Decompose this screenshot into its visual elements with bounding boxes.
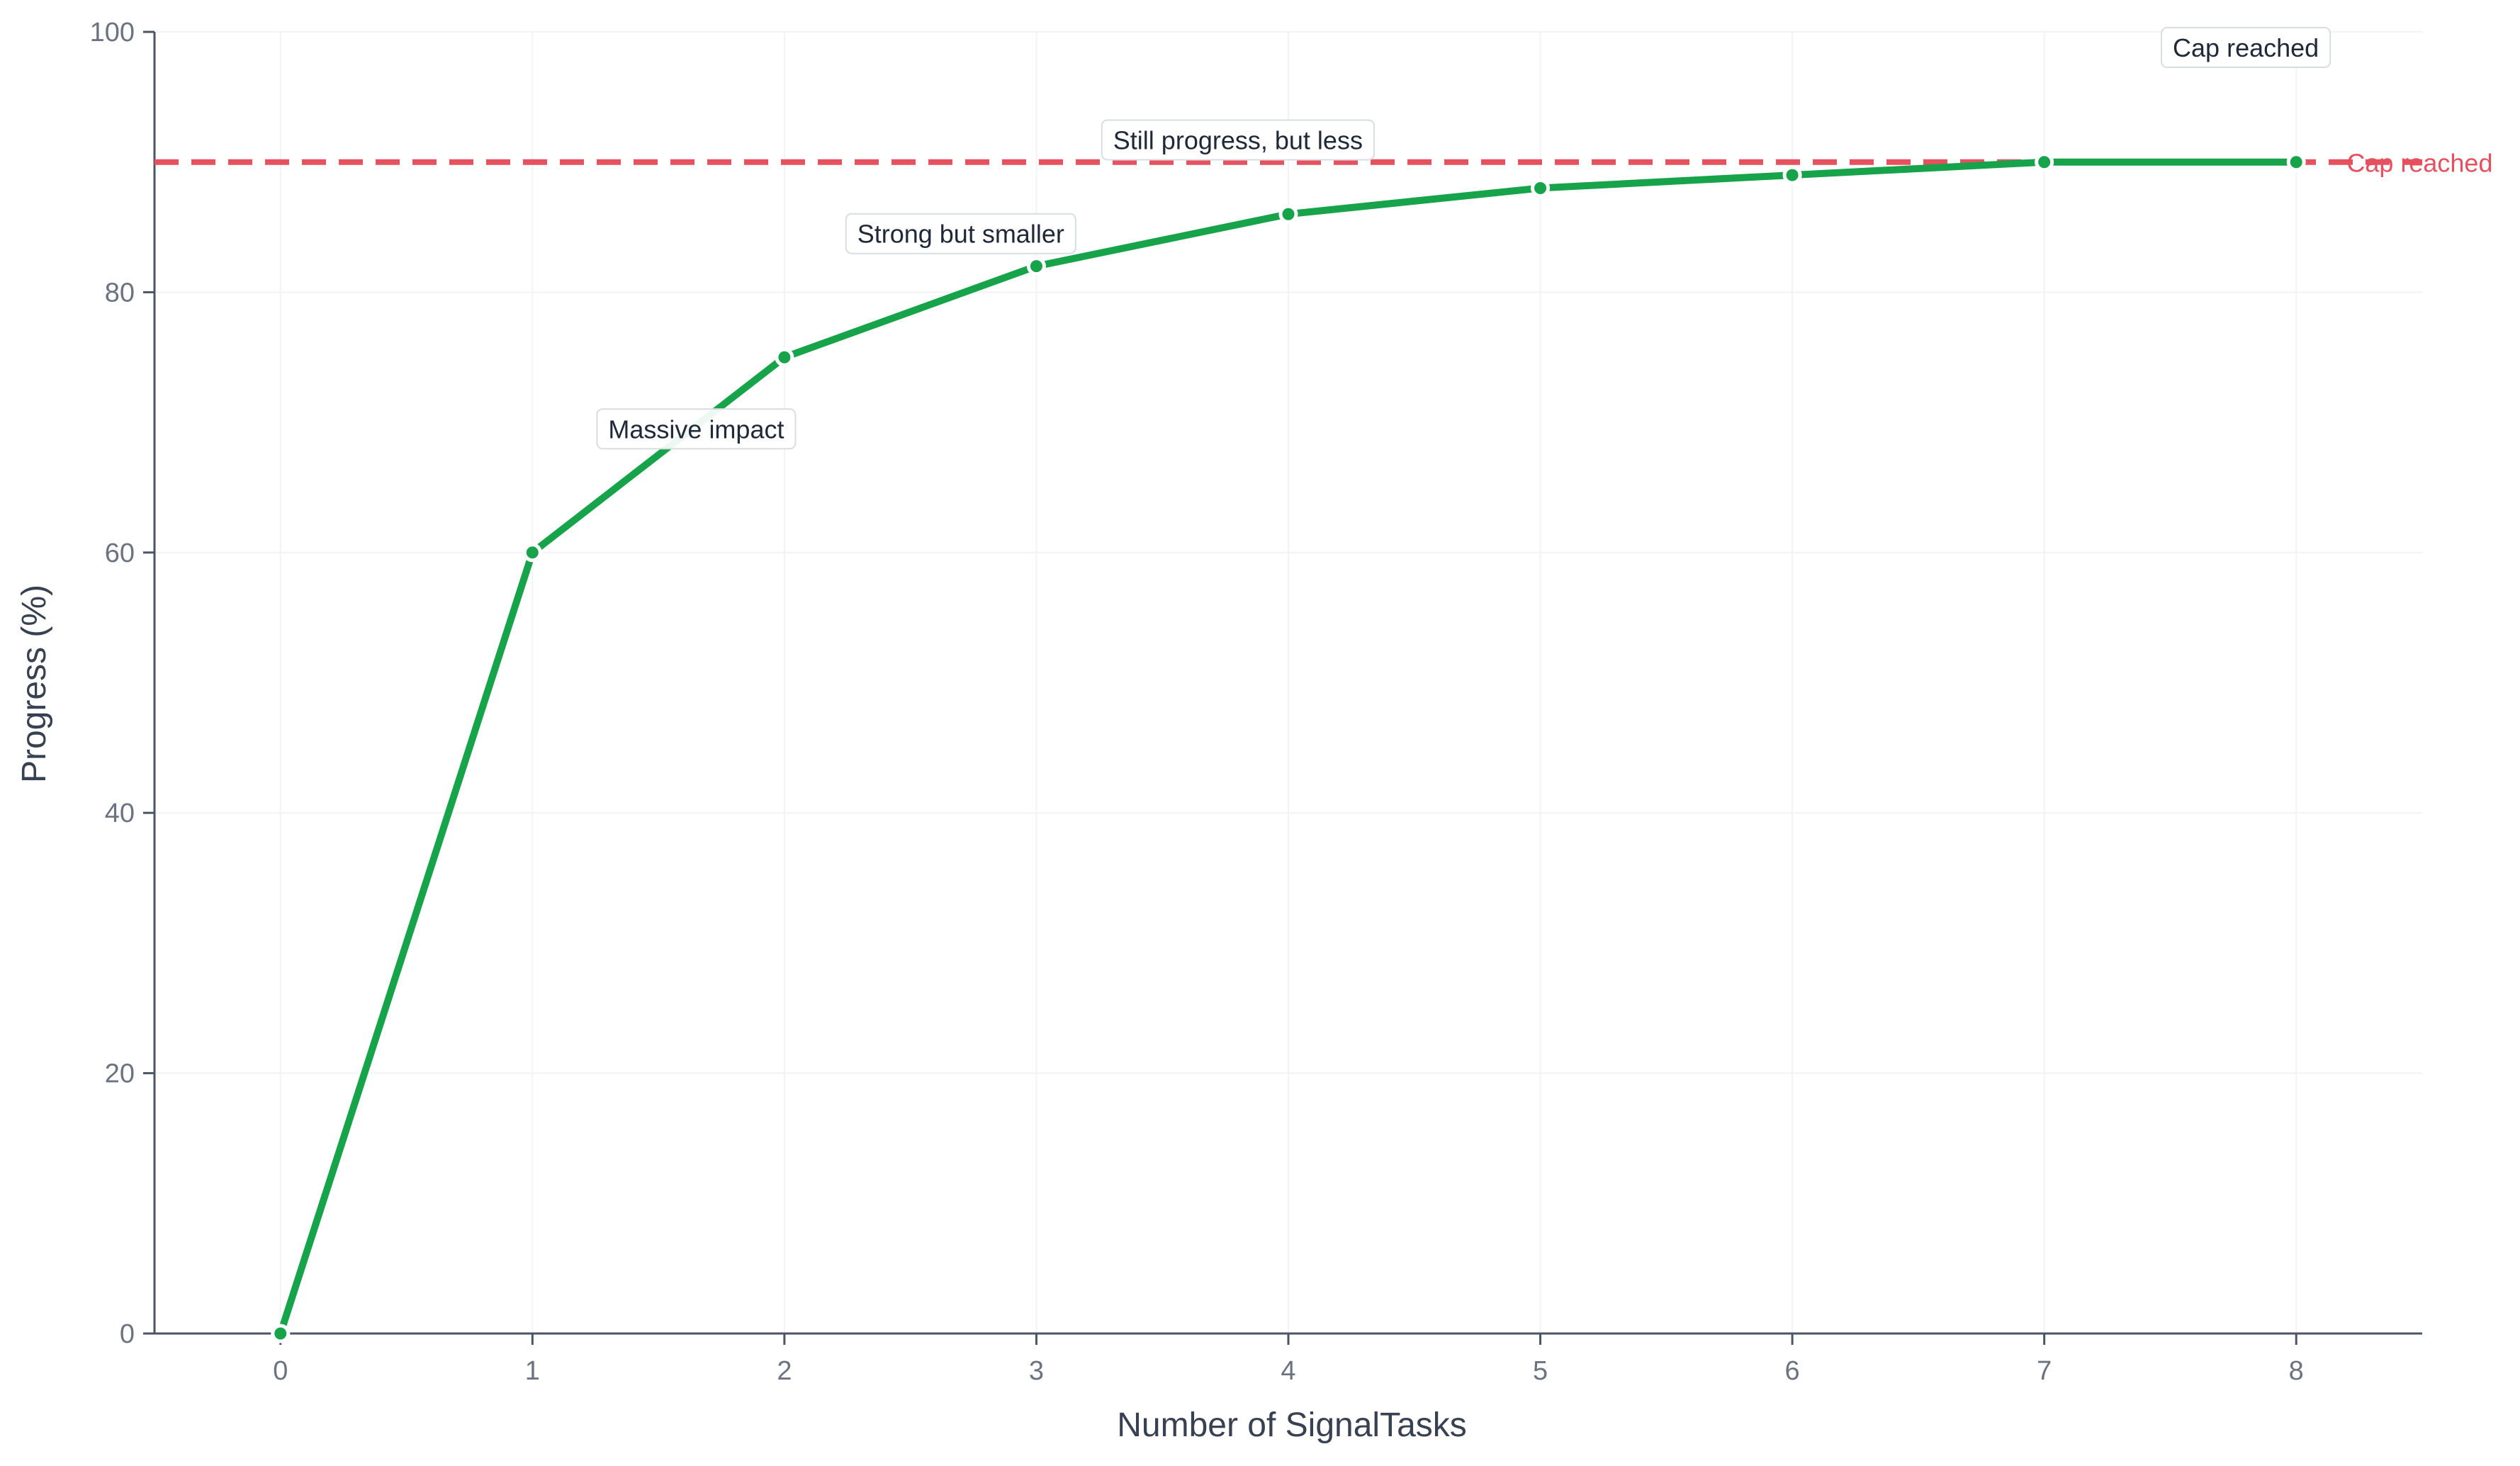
annotation-text: Cap reached [2173,33,2319,62]
x-tick-label: 2 [777,1356,792,1386]
data-point [775,347,794,367]
data-point [2035,152,2054,172]
annotation-box [1101,119,1375,161]
data-point [1782,165,1802,185]
x-axis-label: Number of SignalTasks [1117,1406,1467,1444]
x-tick-label: 1 [525,1356,540,1386]
grid [154,31,2422,1334]
y-tick-label: 80 [105,278,135,308]
annotation-box [596,408,797,450]
y-tick-label: 20 [105,1059,135,1089]
annotation-box [845,213,1076,254]
x-tick-label: 3 [1029,1356,1044,1386]
annotation: Massive impact [596,408,797,450]
x-tick-label: 0 [273,1356,288,1386]
data-point [1026,256,1046,276]
y-tick-label: 100 [90,18,135,47]
y-tick-label: 0 [120,1319,135,1349]
x-tick-label: 7 [2037,1356,2052,1386]
x-tick-label: 8 [2289,1356,2304,1386]
data-point [522,543,542,563]
annotations-group: Massive impact Strong but smaller Still pr… [596,27,2331,450]
y-tick-label: 40 [105,799,135,828]
annotation-text: Massive impact [608,415,784,444]
data-point [271,1324,291,1343]
annotation-box [2161,27,2331,69]
annotation: Cap reached [2161,27,2331,69]
x-tick-label: 5 [1533,1356,1548,1386]
data-point [1278,204,1298,224]
series-group [271,152,2306,1343]
annotation: Strong but smaller [845,213,1076,254]
data-point [1531,178,1551,198]
annotation-text: Strong but smaller [857,220,1064,249]
annotation: Still progress, but less [1101,119,1375,161]
data-point [2286,152,2306,172]
reference-line-label: Cap reached [2346,149,2492,178]
x-tick-label: 4 [1281,1356,1295,1386]
annotation-text: Still progress, but less [1113,125,1363,154]
y-axis-label: Progress (%) [16,585,53,783]
y-tick-label: 60 [105,539,135,568]
x-tick-label: 6 [1785,1356,1800,1386]
